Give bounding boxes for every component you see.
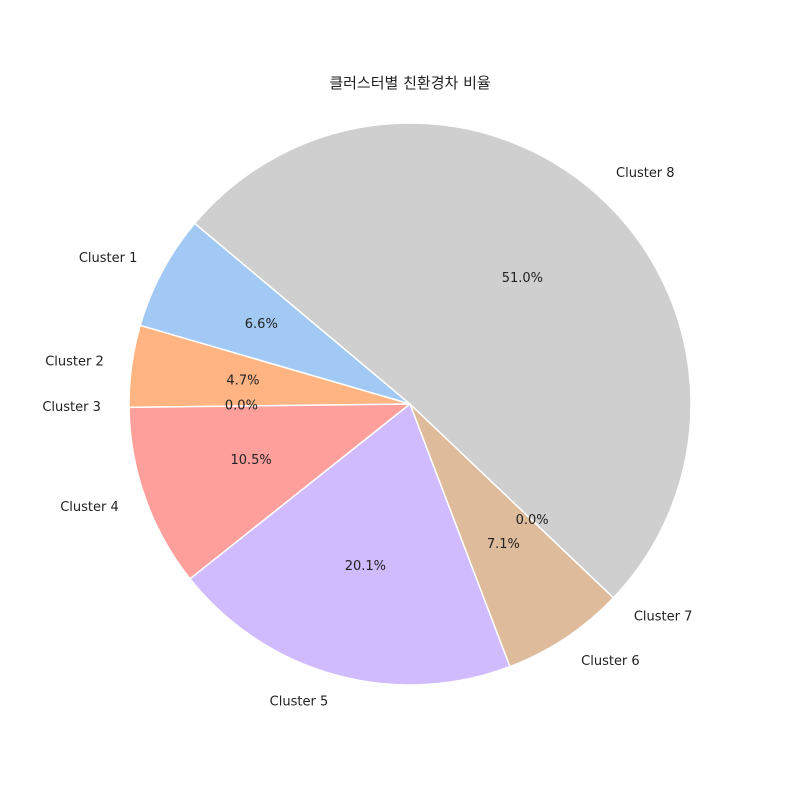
category-label-cluster-4: Cluster 4 xyxy=(60,500,119,515)
category-label-cluster-2: Cluster 2 xyxy=(45,355,104,370)
percent-label-cluster-4: 10.5% xyxy=(230,453,271,468)
percent-label-cluster-2: 4.7% xyxy=(226,374,259,389)
slice-cluster-6 xyxy=(409,403,615,668)
category-label-cluster-6: Cluster 6 xyxy=(581,654,640,669)
percent-label-cluster-7: 0.0% xyxy=(516,513,549,528)
category-label-cluster-5: Cluster 5 xyxy=(270,695,329,710)
slice-cluster-5 xyxy=(188,402,511,686)
category-label-cluster-7: Cluster 7 xyxy=(634,610,693,625)
category-label-cluster-8: Cluster 8 xyxy=(616,166,675,181)
percent-label-cluster-6: 7.1% xyxy=(487,537,520,552)
category-label-cluster-3: Cluster 3 xyxy=(42,400,101,415)
slice-cluster-8 xyxy=(193,122,692,599)
slices-group xyxy=(128,122,692,686)
slice-cluster-1 xyxy=(139,222,411,405)
percent-label-cluster-8: 51.0% xyxy=(502,271,543,286)
category-label-cluster-1: Cluster 1 xyxy=(79,251,138,266)
labels-group: Cluster 1 6.6% Cluster 2 4.7% Cluster 3 0.0% C… xyxy=(42,166,692,710)
percent-label-cluster-1: 6.6% xyxy=(245,317,278,332)
chart-title: 클러스터별 친환경차 비율 xyxy=(329,74,491,92)
slice-cluster-4 xyxy=(128,403,413,580)
percent-label-cluster-3: 0.0% xyxy=(225,399,258,414)
percent-label-cluster-5: 20.1% xyxy=(345,559,386,574)
